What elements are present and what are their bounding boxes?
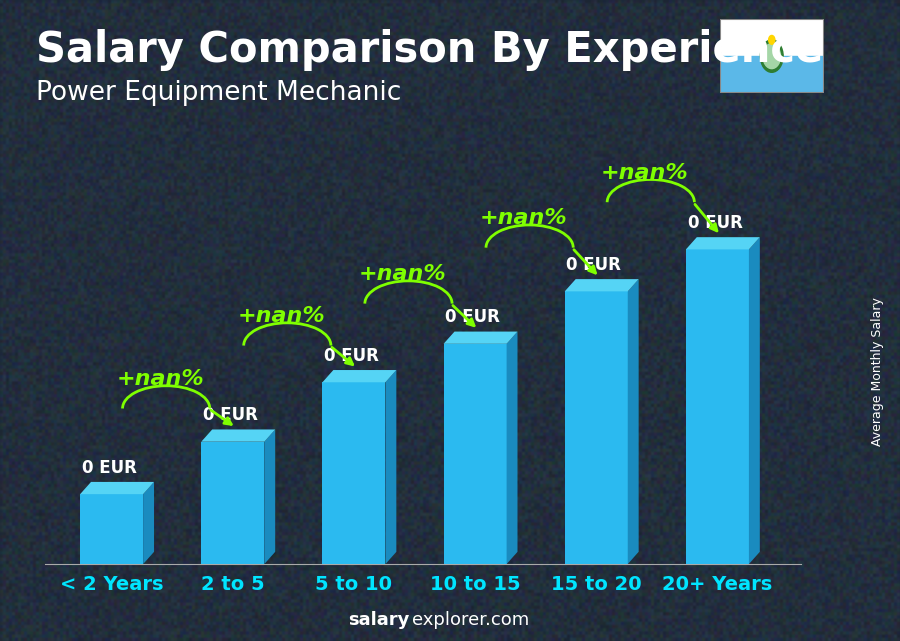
Text: +nan%: +nan% [238, 306, 325, 326]
Polygon shape [143, 482, 154, 564]
Bar [202, 442, 265, 564]
Text: 0 EUR: 0 EUR [446, 308, 500, 326]
Polygon shape [686, 237, 760, 249]
Text: Average Monthly Salary: Average Monthly Salary [871, 297, 884, 446]
Text: Power Equipment Mechanic: Power Equipment Mechanic [36, 80, 401, 106]
Text: 0 EUR: 0 EUR [82, 459, 137, 477]
Text: +nan%: +nan% [601, 163, 688, 183]
Circle shape [769, 35, 775, 44]
Bar [322, 382, 385, 564]
Polygon shape [322, 370, 396, 382]
Text: +nan%: +nan% [358, 264, 446, 285]
Text: +nan%: +nan% [116, 369, 204, 389]
Bar [444, 344, 507, 564]
Polygon shape [565, 279, 639, 292]
Polygon shape [628, 279, 639, 564]
Polygon shape [265, 429, 275, 564]
Text: +nan%: +nan% [480, 208, 567, 228]
Text: Salary Comparison By Experience: Salary Comparison By Experience [36, 29, 824, 71]
Polygon shape [507, 331, 517, 564]
Text: 0 EUR: 0 EUR [202, 406, 257, 424]
Text: 0 EUR: 0 EUR [324, 347, 379, 365]
Polygon shape [749, 237, 760, 564]
Text: 0 EUR: 0 EUR [688, 214, 742, 232]
Circle shape [760, 40, 783, 72]
Circle shape [763, 44, 780, 69]
Bar [565, 292, 628, 564]
Text: explorer.com: explorer.com [412, 612, 529, 629]
Bar [80, 494, 143, 564]
Polygon shape [202, 429, 275, 442]
Polygon shape [444, 331, 518, 344]
Bar [720, 56, 824, 93]
Bar [720, 19, 824, 56]
Text: 0 EUR: 0 EUR [566, 256, 621, 274]
Bar [686, 249, 749, 564]
Polygon shape [385, 370, 396, 564]
Polygon shape [80, 482, 154, 494]
Text: salary: salary [348, 612, 410, 629]
